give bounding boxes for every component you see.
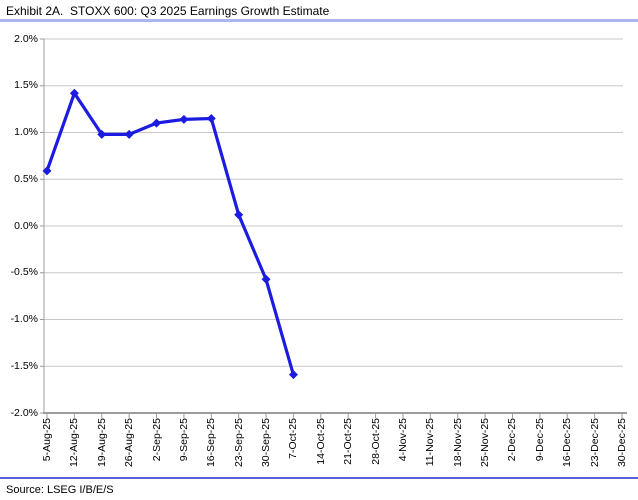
y-axis-label: 0.5% xyxy=(14,172,38,185)
x-axis-label: 30-Sep-25 xyxy=(260,418,273,468)
data-point-marker xyxy=(206,113,216,123)
y-axis-label: 0.0% xyxy=(14,219,38,232)
data-point-marker xyxy=(179,114,189,124)
data-point-marker xyxy=(234,210,244,220)
y-axis-label: -2.0% xyxy=(10,406,38,419)
x-axis-label: 4-Nov-25 xyxy=(396,418,409,462)
chart-title: Exhibit 2A. STOXX 600: Q3 2025 Earnings … xyxy=(6,4,330,18)
data-point-marker xyxy=(42,166,52,176)
x-axis-label: 25-Nov-25 xyxy=(479,418,492,468)
x-axis-label: 12-Aug-25 xyxy=(68,418,81,468)
x-axis-label: 5-Aug-25 xyxy=(41,418,53,462)
x-axis-label: 2-Sep-25 xyxy=(150,418,163,462)
data-point-marker xyxy=(261,274,271,284)
y-axis-label: 1.0% xyxy=(14,126,38,138)
x-axis-label: 19-Aug-25 xyxy=(95,418,108,468)
x-axis-label: 26-Aug-25 xyxy=(123,418,136,468)
data-point-marker xyxy=(97,129,107,139)
chart-svg xyxy=(40,38,627,418)
data-point-marker xyxy=(69,88,79,98)
x-axis-label: 30-Dec-25 xyxy=(616,418,628,468)
x-axis-label: 2-Dec-25 xyxy=(506,418,519,462)
data-point-marker xyxy=(288,370,298,380)
data-point-marker xyxy=(152,118,162,128)
x-axis-label: 9-Sep-25 xyxy=(177,418,190,462)
data-line xyxy=(45,89,295,376)
chart-plot-area: 2.0% 1.5% 1.0% 0.5% 0.0% -0.5% -1.0% -1.5% -2.0%… xyxy=(10,32,628,468)
y-axis-label: -1.5% xyxy=(10,359,38,372)
x-axis-label: 28-Oct-25 xyxy=(369,418,382,465)
x-axis-label: 7-Oct-25 xyxy=(287,418,300,459)
data-point-marker xyxy=(124,129,134,139)
y-axis-label: 1.5% xyxy=(14,79,38,92)
title-rule xyxy=(0,19,638,22)
x-axis-label: 23-Sep-25 xyxy=(232,418,245,468)
x-axis-label: 16-Dec-25 xyxy=(561,418,574,468)
x-axis-label: 18-Nov-25 xyxy=(451,418,464,468)
y-axis-label: 2.0% xyxy=(14,32,38,45)
y-axis-label: -0.5% xyxy=(10,266,38,279)
x-axis-label: 14-Oct-25 xyxy=(314,418,327,465)
x-axis-label: 23-Dec-25 xyxy=(588,418,601,468)
x-axis-label: 21-Oct-25 xyxy=(342,418,355,465)
x-axis-label: 16-Sep-25 xyxy=(205,418,218,468)
x-axis-label: 9-Dec-25 xyxy=(533,418,546,462)
footer-rule xyxy=(0,477,638,479)
y-axis-label: -1.0% xyxy=(10,313,38,325)
x-axis-label: 11-Nov-25 xyxy=(424,418,437,467)
source-text: Source: LSEG I/B/E/S xyxy=(6,484,114,496)
